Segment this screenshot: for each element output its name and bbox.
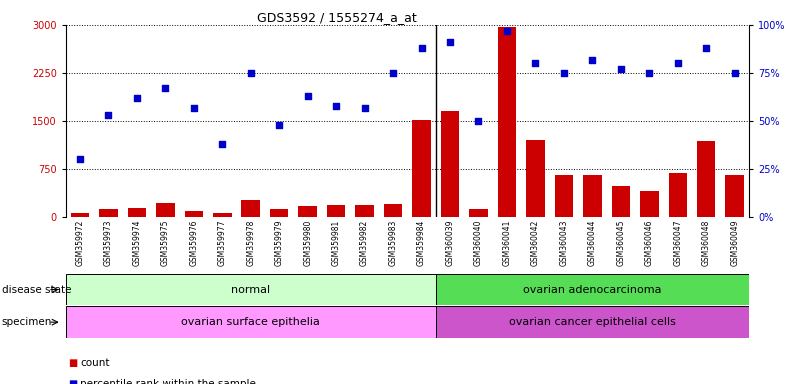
Bar (127, 208, 146, 217)
Text: ovarian surface epithelia: ovarian surface epithelia (181, 317, 320, 327)
Bar (299, 206, 317, 217)
Point (643, 70, 656, 76)
Bar (669, 174, 687, 217)
Point (358, 104, 371, 111)
Bar (413, 120, 431, 217)
Point (415, 45, 428, 51)
Bar (697, 141, 715, 217)
Bar (66, 306, 436, 338)
Bar (213, 213, 231, 217)
Point (586, 56, 599, 63)
Point (557, 70, 570, 76)
Point (74, 156, 87, 162)
Point (330, 103, 343, 109)
Point (187, 104, 200, 111)
Point (159, 85, 171, 91)
Text: percentile rank within the sample: percentile rank within the sample (80, 379, 256, 384)
Text: count: count (80, 358, 110, 368)
Point (614, 66, 627, 72)
Bar (726, 175, 744, 217)
Bar (327, 205, 345, 217)
Text: GDS3592 / 1555274_a_at: GDS3592 / 1555274_a_at (256, 11, 417, 24)
Bar (640, 191, 658, 217)
Text: disease state: disease state (2, 285, 71, 295)
Point (102, 112, 115, 118)
Point (529, 60, 541, 66)
Bar (184, 210, 203, 217)
Text: ■: ■ (68, 379, 78, 384)
Bar (526, 140, 545, 217)
Point (387, 70, 400, 76)
Text: ovarian cancer epithelial cells: ovarian cancer epithelial cells (509, 317, 676, 327)
Bar (436, 274, 749, 305)
Bar (356, 205, 374, 217)
Point (501, 28, 513, 34)
Bar (441, 111, 459, 217)
Text: ovarian adenocarcinoma: ovarian adenocarcinoma (523, 285, 662, 295)
Bar (156, 203, 175, 217)
Point (131, 95, 143, 101)
Point (472, 118, 485, 124)
Bar (497, 27, 516, 217)
Point (273, 122, 286, 128)
Bar (436, 306, 749, 338)
Bar (469, 209, 488, 217)
Bar (270, 209, 288, 217)
Point (671, 60, 684, 66)
Bar (70, 213, 89, 217)
Bar (99, 209, 118, 217)
Point (444, 39, 457, 45)
Bar (554, 175, 574, 217)
Bar (241, 200, 260, 217)
Point (700, 45, 713, 51)
Bar (583, 175, 602, 217)
Text: specimen: specimen (2, 317, 52, 327)
Point (301, 93, 314, 99)
Bar (612, 186, 630, 217)
Point (215, 141, 228, 147)
Text: ■: ■ (68, 358, 78, 368)
Point (244, 70, 257, 76)
Text: normal: normal (231, 285, 270, 295)
Bar (384, 204, 402, 217)
Point (728, 70, 741, 76)
Bar (66, 274, 436, 305)
